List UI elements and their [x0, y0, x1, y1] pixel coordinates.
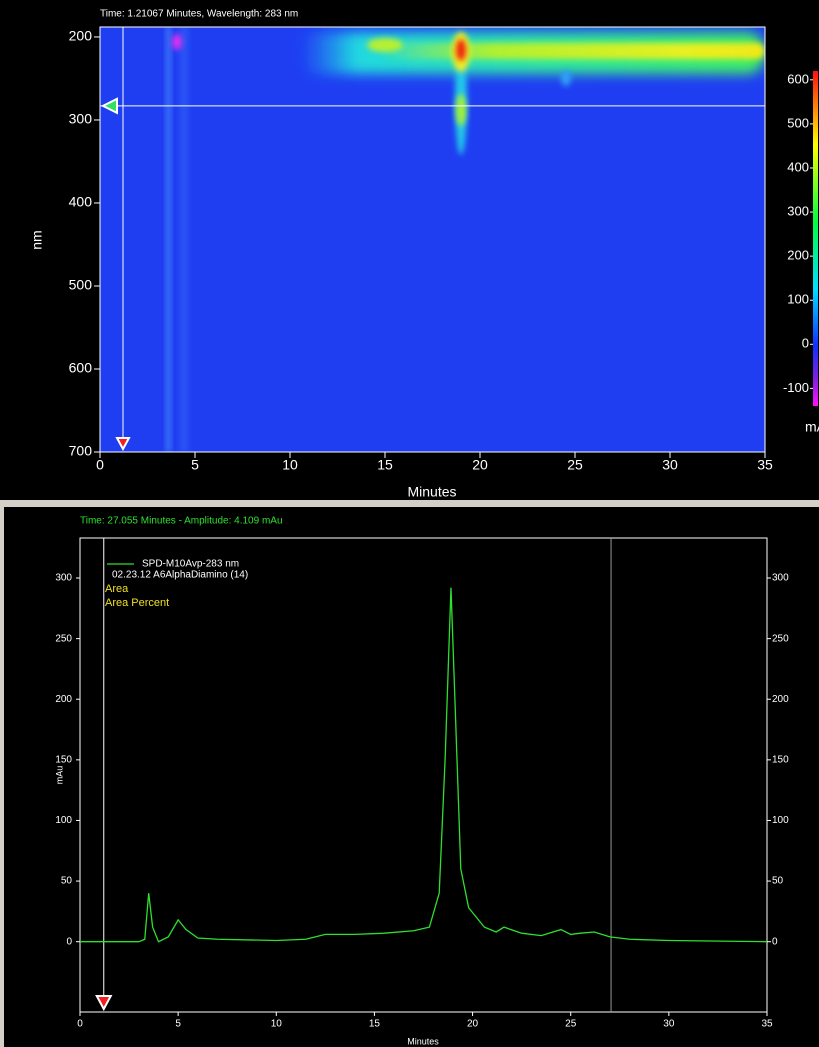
x-tick-label: 15	[377, 457, 393, 473]
y2-tick-label: 250	[772, 633, 789, 644]
colorbar-tick-label: 0	[802, 336, 809, 351]
contour-streak	[166, 27, 171, 452]
x-axis-label: Minutes	[407, 484, 456, 500]
y-axis-label: nm	[29, 230, 45, 249]
x-tick-label: 25	[567, 457, 583, 473]
x-tick-label: 30	[663, 1019, 675, 1030]
x-tick-label: 0	[96, 457, 104, 473]
legend-label: SPD-M10Avp-283 nm	[142, 559, 239, 570]
colorbar-tick-label: 600	[787, 71, 809, 86]
colorbar-tick-label: -100	[783, 380, 809, 395]
y2-tick-label: 100	[772, 815, 789, 826]
x-tick-label: 35	[761, 1019, 773, 1030]
x-tick-label: 15	[369, 1019, 381, 1030]
y2-tick-label: 200	[772, 694, 789, 705]
contour-peak-core	[456, 39, 466, 61]
x-tick-label: 10	[271, 1019, 283, 1030]
colorbar-tick-label: 400	[787, 159, 809, 174]
colorbar-tick-label: 300	[787, 203, 809, 218]
x-axis-label: Minutes	[407, 1036, 439, 1046]
colorbar-label: mA	[805, 419, 819, 435]
y-tick-label: 600	[69, 360, 93, 376]
y-tick-label: 700	[69, 443, 93, 459]
colorbar	[813, 71, 818, 406]
contour-band-core	[380, 43, 765, 59]
x-tick-label: 5	[175, 1019, 181, 1030]
y2-tick-label: 150	[772, 754, 789, 765]
y-tick-label: 300	[69, 111, 93, 127]
y2-tick-label: 0	[772, 936, 778, 947]
y-tick-label: 400	[69, 194, 93, 210]
cursor-time-marker	[95, 995, 113, 1012]
colorbar-tick-label: 200	[787, 248, 809, 263]
y2-tick-label: 300	[772, 573, 789, 584]
x-tick-label: 20	[472, 457, 488, 473]
chart-title: Time: 27.055 Minutes - Amplitude: 4.109 …	[80, 516, 283, 527]
x-tick-label: 30	[662, 457, 678, 473]
colorbar-tick-label: 100	[787, 292, 809, 307]
data-line	[80, 587, 768, 943]
cursor-time-marker	[115, 437, 131, 452]
y-tick-label: 250	[55, 633, 72, 644]
y-tick-label: 500	[69, 277, 93, 293]
x-tick-label: 35	[757, 457, 773, 473]
y-tick-label: 150	[55, 754, 72, 765]
x-tick-label: 25	[565, 1019, 577, 1030]
y-axis-label: mAu	[54, 766, 64, 785]
contour-streak	[180, 27, 188, 452]
cursor-wavelength-marker	[100, 97, 118, 115]
contour-peak-tail	[456, 94, 466, 126]
annotation: Area Percent	[105, 597, 169, 609]
x-tick-label: 20	[467, 1019, 479, 1030]
x-tick-label: 5	[191, 457, 199, 473]
y-tick-label: 200	[55, 694, 72, 705]
contour-spot	[172, 34, 182, 50]
contour-spot	[367, 38, 403, 52]
x-tick-label: 0	[77, 1019, 83, 1030]
plot-frame	[99, 26, 766, 453]
y-tick-label: 50	[61, 876, 73, 887]
plot-frame	[79, 537, 768, 1013]
y-tick-label: 100	[55, 815, 72, 826]
x-tick-label: 10	[282, 457, 298, 473]
y-tick-label: 0	[66, 936, 72, 947]
chromatogram-panel	[4, 507, 819, 1047]
chart-title: Time: 1.21067 Minutes, Wavelength: 283 n…	[100, 9, 298, 20]
contour-spot	[561, 70, 571, 86]
legend-sample: 02.23.12 A6AlphaDiamino (14)	[112, 570, 248, 581]
contour-image	[100, 27, 765, 452]
y2-tick-label: 50	[772, 876, 784, 887]
colorbar-tick-label: 500	[787, 115, 809, 130]
contour-background	[100, 27, 765, 452]
annotation: Area	[105, 583, 129, 595]
y-tick-label: 300	[55, 573, 72, 584]
y-tick-label: 200	[69, 28, 93, 44]
